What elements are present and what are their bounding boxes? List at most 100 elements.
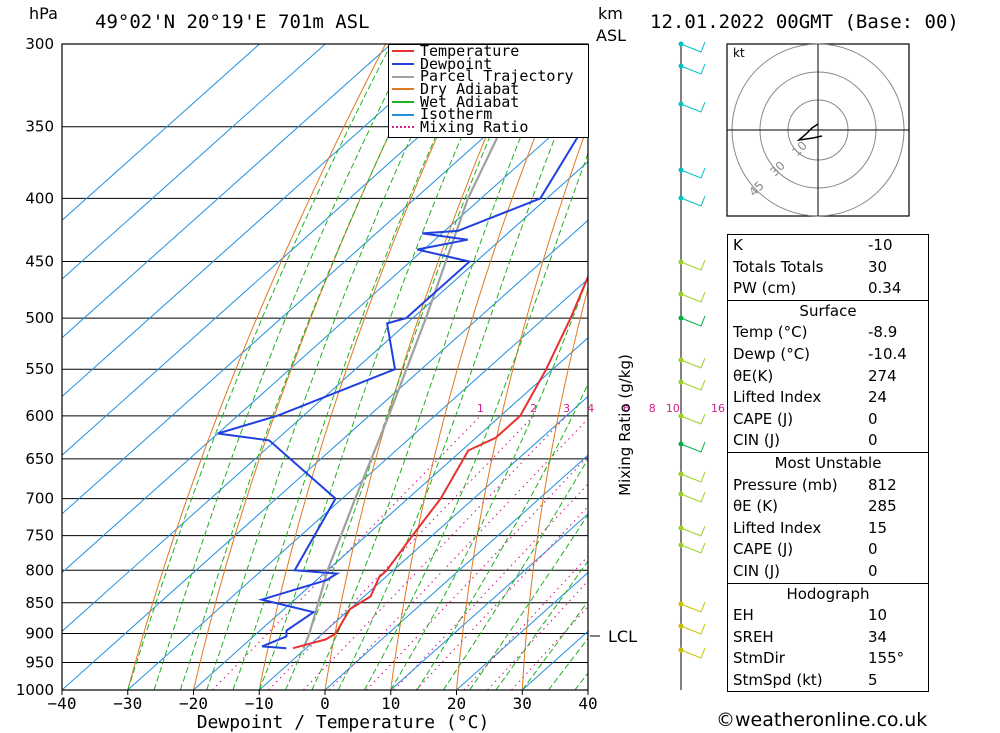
legend-swatch	[392, 113, 414, 116]
wind-barb	[680, 167, 706, 179]
surface-title: Surface	[728, 299, 928, 323]
temperature-tick-label: −20	[179, 694, 208, 713]
wind-barb	[680, 41, 706, 53]
wind-barb	[680, 379, 706, 391]
temperature-tick-label: −40	[48, 694, 77, 713]
pressure-tick-label: 350	[25, 118, 54, 136]
wet-adiabat-line	[363, 152, 588, 690]
legend-swatch	[392, 75, 414, 78]
mixing-ratio-label: 10	[666, 402, 680, 415]
wind-barb	[680, 491, 706, 503]
temperature-line	[292, 274, 588, 650]
legend-swatch	[392, 126, 414, 129]
copyright[interactable]: ©weatheronline.co.uk	[716, 709, 928, 731]
wet-adiabat-line	[179, 44, 434, 690]
mixing-ratio-line	[303, 415, 567, 690]
asl-label: ASL	[596, 26, 627, 45]
wet-adiabat-line	[521, 600, 588, 690]
wet-adiabat-line	[337, 52, 588, 690]
legend-item: Temperature	[389, 42, 588, 60]
pressure-tick-label: 550	[25, 360, 54, 378]
dewpoint-line	[217, 118, 588, 650]
isotherm-line	[62, 44, 260, 222]
mixing-ratio-label: 2	[530, 402, 537, 415]
mixing-ratio-axis-label: Mixing Ratio (g/kg)	[616, 354, 634, 496]
temperature-tick-label: −30	[113, 694, 142, 713]
pressure-tick-label: 400	[25, 189, 54, 207]
isotherm-line	[62, 219, 588, 690]
index-row: θE (K) 285	[733, 497, 897, 516]
dry-adiabat-line	[390, 44, 573, 690]
index-row: Temp (°C) -8.9	[733, 323, 898, 342]
isotherm-line	[258, 395, 588, 690]
legend-item: Dewpoint	[389, 54, 588, 73]
wet-adiabat-line	[258, 44, 504, 690]
index-row: StmSpd (kt) 5	[733, 670, 878, 689]
hodograph-title: Hodograph	[728, 582, 928, 606]
temperature-tick-label: 0	[320, 694, 330, 713]
pressure-tick-label: 600	[25, 407, 54, 425]
mixing-ratio-label: 3	[563, 402, 570, 415]
pressure-tick-label: 1000	[16, 681, 54, 699]
pressure-tick-label: 700	[25, 490, 54, 508]
legend-label: Mixing Ratio	[420, 118, 529, 137]
pressure-tick-label: 500	[25, 309, 54, 327]
temperature-tick-label: −10	[245, 694, 274, 713]
wind-barb	[680, 525, 706, 537]
index-row: CAPE (J) 0	[733, 540, 878, 559]
mixing-ratio-label: 6	[623, 402, 630, 415]
index-row: Lifted Index 15	[733, 518, 888, 537]
mixing-ratio-line	[328, 418, 588, 690]
dry-adiabat-line	[258, 44, 480, 690]
wet-adiabat-line	[232, 44, 479, 690]
wind-barb	[680, 63, 706, 75]
mixing-ratio-line	[211, 415, 481, 690]
temperature-tick-label: 20	[447, 694, 466, 713]
pressure-tick-label: 900	[25, 624, 54, 642]
isotherm-line	[390, 513, 588, 690]
index-row: Dewp (°C) -10.4	[733, 344, 907, 363]
legend-label: Dewpoint	[420, 54, 493, 73]
index-row: SREH 34	[733, 627, 888, 646]
index-row: CAPE (J) 0	[733, 409, 878, 428]
totals-totals-row: Totals Totals 30	[733, 257, 888, 276]
legend-item: Parcel Trajectory	[389, 69, 588, 84]
isotherm-line	[62, 160, 588, 632]
wind-barb	[680, 601, 706, 613]
index-row: CIN (J) 0	[733, 431, 878, 450]
temperature-tick-label: 40	[578, 694, 597, 713]
index-row: θE(K) 274	[733, 366, 897, 385]
pw-row: PW (cm) 0.34	[733, 279, 902, 298]
wind-barb	[680, 195, 706, 207]
mixing-ratio-label: 4	[587, 402, 594, 415]
isotherm-line	[62, 44, 458, 398]
pressure-tick-label: 750	[25, 527, 54, 545]
mixing-ratio-line	[415, 505, 588, 690]
wet-adiabat-line	[153, 44, 413, 690]
isotherm-line	[456, 571, 588, 690]
temperature-tick-label: 30	[513, 694, 532, 713]
dry-adiabat-line	[521, 286, 588, 690]
temperature-tick-label: 10	[381, 694, 400, 713]
isotherm-line	[62, 44, 588, 515]
pressure-tick-label: 650	[25, 450, 54, 468]
parcel-trajectory-line	[302, 44, 544, 649]
wind-barb	[680, 259, 706, 271]
legend-label: Isotherm	[420, 105, 493, 124]
legend-label: Temperature	[420, 42, 520, 60]
dry-adiabat-line	[193, 44, 433, 690]
k-index-row: K -10	[733, 236, 893, 254]
wind-barb	[680, 357, 706, 369]
wind-barb	[680, 413, 706, 425]
wind-barb	[680, 542, 706, 554]
wet-adiabat-line	[495, 560, 588, 690]
pressure-tick-label: 300	[25, 35, 54, 53]
indices-panel: K -10 Totals Totals 30 PW (cm) 0.34 Surface…	[727, 234, 929, 693]
dry-adiabat-line	[956, 44, 991, 690]
wind-barb	[680, 623, 706, 635]
wind-barb	[680, 291, 706, 303]
legend: Temperature Dewpoint Parcel Trajectory Dry …	[388, 44, 589, 138]
hpa-label: hPa	[29, 4, 58, 23]
hodograph-trace	[796, 123, 823, 142]
